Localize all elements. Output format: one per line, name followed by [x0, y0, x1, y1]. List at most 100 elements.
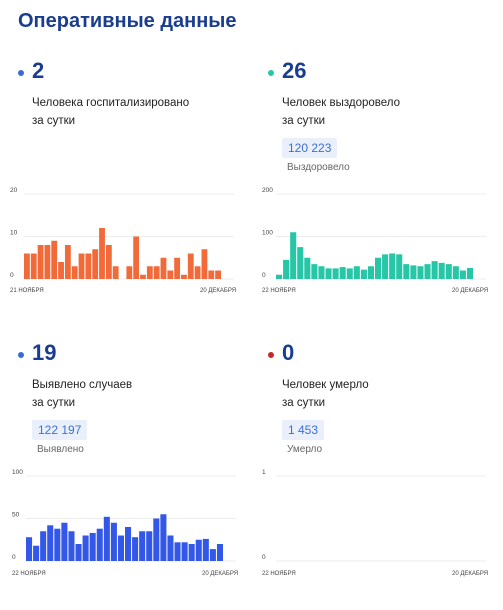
- y-tick-label: 0: [12, 554, 16, 561]
- x-tick-label-start: 21 НОЯБРЯ: [10, 288, 44, 294]
- stat-description-line: за сутки: [32, 397, 76, 409]
- bar: [438, 262, 445, 279]
- bar: [103, 516, 110, 561]
- bar: [353, 266, 360, 279]
- stat-description: Выявлено случаев за сутки: [32, 376, 232, 412]
- x-tick-label-end: 20 ДЕКАБРЯ: [202, 571, 238, 577]
- y-tick-label: 0: [262, 272, 266, 279]
- y-tick-label: 20: [10, 187, 18, 194]
- bar: [375, 257, 382, 279]
- bar: [125, 527, 132, 561]
- bar: [403, 264, 410, 280]
- bar: [174, 257, 181, 279]
- bar: [215, 270, 221, 279]
- bar: [424, 264, 431, 280]
- bar: [96, 528, 103, 561]
- bar: [160, 514, 167, 561]
- total-label: Умерло: [287, 444, 323, 455]
- bar: [82, 535, 89, 561]
- bar: [339, 267, 346, 279]
- total-badge: 1 453: [282, 420, 325, 440]
- bullet-dot: [268, 352, 274, 358]
- x-tick-label-end: 20 ДЕКАБРЯ: [200, 288, 236, 294]
- stat-description: Человека госпитализировано за сутки: [32, 94, 232, 130]
- bar: [89, 532, 96, 561]
- bar: [105, 245, 112, 279]
- bar: [201, 249, 208, 279]
- bar: [47, 525, 54, 561]
- y-tick-label: 10: [10, 230, 18, 237]
- bar: [382, 254, 389, 279]
- bar: [24, 253, 30, 279]
- bar: [318, 266, 325, 279]
- stat-description-line: Человек умерло: [282, 379, 369, 391]
- bar: [367, 266, 374, 279]
- bar: [68, 531, 75, 561]
- bar: [297, 247, 304, 280]
- bar: [61, 522, 68, 561]
- page-title: Оперативные данные: [18, 10, 237, 32]
- stat-number: 26: [282, 58, 307, 83]
- bar: [360, 269, 367, 279]
- stat-description: Человек умерло за сутки: [282, 376, 482, 412]
- stat-description-line: Человек выздоровело: [282, 97, 401, 109]
- bar: [33, 545, 40, 561]
- bar: [26, 537, 33, 561]
- bar: [133, 236, 140, 279]
- bar: [140, 274, 146, 279]
- total-label: Выявлено: [37, 444, 84, 455]
- total-label: Выздоровело: [287, 162, 350, 173]
- bar: [126, 266, 133, 279]
- total-badge: 122 197: [32, 420, 88, 440]
- bar: [78, 253, 85, 279]
- bar: [389, 253, 396, 279]
- bar: [188, 544, 195, 561]
- bar: [445, 264, 452, 280]
- stat-number: 19: [32, 340, 57, 365]
- stat-number: 0: [282, 340, 295, 365]
- x-tick-label-start: 22 НОЯБРЯ: [262, 571, 296, 577]
- bar: [71, 266, 78, 279]
- bar: [64, 245, 71, 279]
- stat-description-line: Выявлено случаев: [32, 379, 133, 391]
- x-tick-label-end: 20 ДЕКАБРЯ: [452, 571, 488, 577]
- bar: [417, 266, 424, 279]
- bar: [167, 535, 174, 561]
- bar: [167, 270, 174, 279]
- bar: [195, 539, 202, 561]
- bar: [346, 268, 353, 280]
- stat-description-line: за сутки: [32, 115, 76, 127]
- bar: [431, 261, 438, 279]
- x-tick-label-start: 22 НОЯБРЯ: [12, 571, 46, 577]
- bar: [187, 253, 194, 279]
- bar: [51, 240, 58, 279]
- bar: [174, 542, 181, 561]
- y-tick-label: 100: [12, 469, 23, 476]
- bar: [37, 245, 44, 279]
- bar: [40, 531, 47, 561]
- bar: [58, 262, 64, 279]
- stat-number: 2: [32, 58, 45, 83]
- bar: [332, 268, 339, 280]
- bullet-dot: [18, 352, 24, 358]
- bar: [452, 266, 459, 279]
- bar: [459, 270, 466, 279]
- bar: [117, 535, 124, 561]
- stat-description: Человек выздоровело за сутки: [282, 94, 482, 130]
- y-tick-label: 1: [262, 469, 266, 476]
- stat-description-line: за сутки: [282, 397, 326, 409]
- bar: [44, 245, 51, 279]
- bar: [146, 531, 153, 561]
- bar: [181, 542, 188, 561]
- bar: [139, 531, 146, 561]
- bar: [216, 544, 223, 561]
- stat-panel-deaths: 0 Человек умерло за сутки 1 453 Умерло: [268, 340, 503, 610]
- bar: [410, 265, 417, 279]
- bar: [30, 253, 37, 279]
- bar: [160, 257, 167, 279]
- y-tick-label: 0: [262, 554, 266, 561]
- bar: [54, 528, 61, 561]
- bullet-dot: [268, 70, 274, 76]
- bar: [202, 538, 209, 561]
